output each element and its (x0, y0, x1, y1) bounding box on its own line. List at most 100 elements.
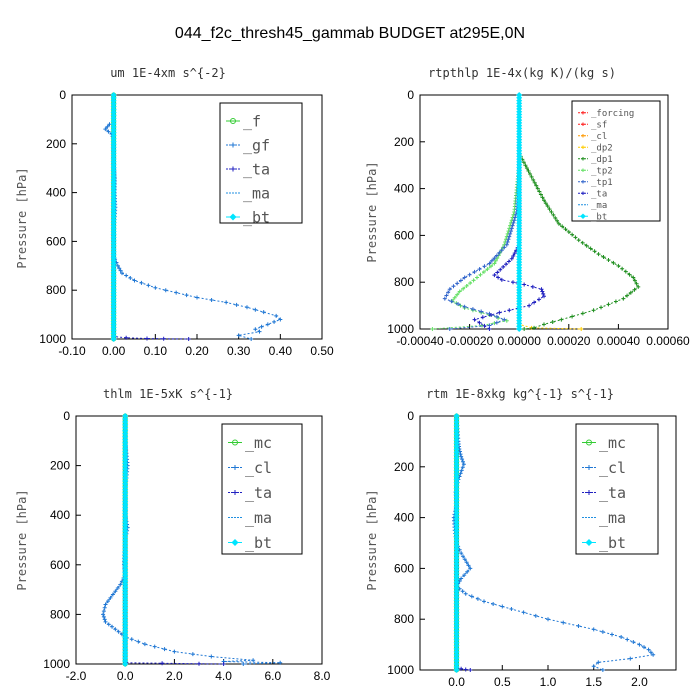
series-group (103, 92, 283, 342)
x-tick-label: 0.20 (185, 344, 209, 358)
x-tick-label: 0.00020 (547, 334, 591, 348)
panel-rtm: rtm 1E-8xkg kg^{-1} s^{-1} Pressure [hPa… (365, 387, 677, 689)
x-tick-label: 1.5 (585, 675, 602, 689)
panel-um: um 1E-4xm s^{-2} Pressure [hPa] -0.10 0.0… (15, 66, 334, 358)
legend-item: _tp1 (578, 178, 613, 188)
x-tick-label: 4.0 (215, 669, 232, 683)
x-tick-label: 0.40 (269, 344, 293, 358)
legend-label: _ta (591, 189, 607, 199)
legend: _f _gf _ta _ma _bt (219, 102, 303, 226)
x-tick-label: 8.0 (314, 669, 331, 683)
series-tp2 (430, 163, 522, 331)
legend-item: _gf (226, 136, 270, 154)
x-tick-label: 1.0 (540, 675, 557, 689)
legend-label: _sf (591, 120, 607, 130)
series-ta (123, 414, 226, 666)
y-tick-label: 0 (59, 88, 66, 102)
legend-label: _ta (245, 484, 272, 502)
legend-item: _sf (578, 120, 607, 130)
x-tick-label: -2.0 (66, 669, 87, 683)
y-tick-label: 0 (407, 88, 414, 102)
x-tick-label: 0.0 (448, 675, 465, 689)
y-tick-label: 400 (394, 511, 414, 525)
x-axis-ticks: -0.00040 -0.00020 0.00000 0.00020 0.00040 0.0… (396, 324, 690, 348)
x-tick-label: 2.0 (166, 669, 183, 683)
legend-item: _ta (228, 484, 272, 502)
series-bt (122, 413, 129, 667)
legend-label: _f (243, 112, 261, 130)
x-tick-label: -0.10 (58, 344, 86, 358)
legend-item: _mc (582, 434, 626, 452)
legend-item: _ma (228, 509, 272, 527)
y-tick-label: 400 (394, 182, 414, 196)
legend-item: _ma (226, 184, 270, 202)
y-axis-ticks: 0 200 400 600 800 1000 (43, 409, 81, 671)
legend-item: _dp2 (578, 143, 613, 153)
legend-label: _ta (243, 160, 270, 178)
y-tick-label: 1000 (43, 657, 70, 671)
y-tick-label: 800 (50, 607, 70, 621)
legend-label: _tp1 (591, 178, 613, 188)
series-line (124, 416, 224, 665)
legend-item: _ta (582, 484, 626, 502)
series-line (432, 165, 520, 330)
y-axis-ticks: 0 200 400 600 800 1000 (39, 88, 77, 346)
y-tick-label: 200 (394, 135, 414, 149)
panel-title: thlm 1E-5xK s^{-1} (103, 387, 233, 401)
legend-item: _cl (578, 132, 607, 142)
series-group (101, 413, 283, 667)
y-tick-label: 600 (394, 561, 414, 575)
legend-label: _dp2 (591, 143, 613, 153)
x-tick-label: 0.00040 (597, 334, 641, 348)
legend-item: _dp1 (578, 155, 613, 165)
legend-label: _bt (245, 534, 272, 552)
y-tick-label: 400 (50, 508, 70, 522)
legend: _mc _cl _ta _ma _bt (575, 423, 659, 555)
legend-item: _bt (582, 534, 626, 552)
legend-label: _bt (243, 208, 270, 226)
legend-box (571, 100, 661, 222)
legend-item: _cl (582, 459, 626, 477)
y-axis-label: Pressure [hPa] (365, 489, 379, 590)
legend-label: _bt (591, 212, 607, 222)
x-tick-label: 0.30 (227, 344, 251, 358)
legend-label: _gf (243, 136, 270, 154)
series-ta (111, 93, 191, 341)
legend-item: _f (226, 112, 261, 130)
x-tick-label: -0.00040 (396, 334, 444, 348)
series-ta (472, 93, 546, 331)
x-tick-label: 0.0 (117, 669, 134, 683)
panel-title: rtm 1E-8xkg kg^{-1} s^{-1} (426, 387, 614, 401)
figure-title: 044_f2c_thresh45_gammab BUDGET at295E,0N (175, 25, 525, 42)
legend-item: _cl (228, 459, 272, 477)
series-line (102, 416, 281, 665)
legend-label: _ma (245, 509, 272, 527)
legend: _forcing_sf _cl_dp2 _dp1_tp2 _tp1_ta _ma_bt (571, 100, 661, 222)
legend-label: _ta (599, 484, 626, 502)
legend-label: _tp2 (591, 166, 613, 176)
series-bt (516, 92, 523, 332)
legend-item: _ma (582, 509, 626, 527)
series-tp1 (442, 163, 522, 331)
legend-label: _mc (245, 434, 272, 452)
x-tick-label: 6.0 (264, 669, 281, 683)
y-tick-label: 200 (46, 137, 66, 151)
series-bt (453, 413, 460, 673)
legend-label: _ma (599, 509, 626, 527)
legend-label: _mc (599, 434, 626, 452)
series-group (430, 92, 641, 332)
legend-label: _dp1 (591, 155, 613, 165)
legend-label: _ma (591, 201, 607, 211)
y-tick-label: 1000 (387, 663, 414, 677)
legend-label: _cl (599, 459, 626, 477)
y-tick-label: 200 (50, 459, 70, 473)
legend-item: _ta (226, 160, 270, 178)
y-tick-label: 400 (46, 186, 66, 200)
y-tick-label: 800 (394, 612, 414, 626)
legend-label: _bt (599, 534, 626, 552)
series-group (451, 413, 656, 673)
x-axis-ticks: -2.0 0.0 2.0 4.0 6.0 8.0 (66, 659, 331, 683)
legend-label: _cl (591, 132, 607, 142)
y-axis-label: Pressure [hPa] (365, 161, 379, 262)
